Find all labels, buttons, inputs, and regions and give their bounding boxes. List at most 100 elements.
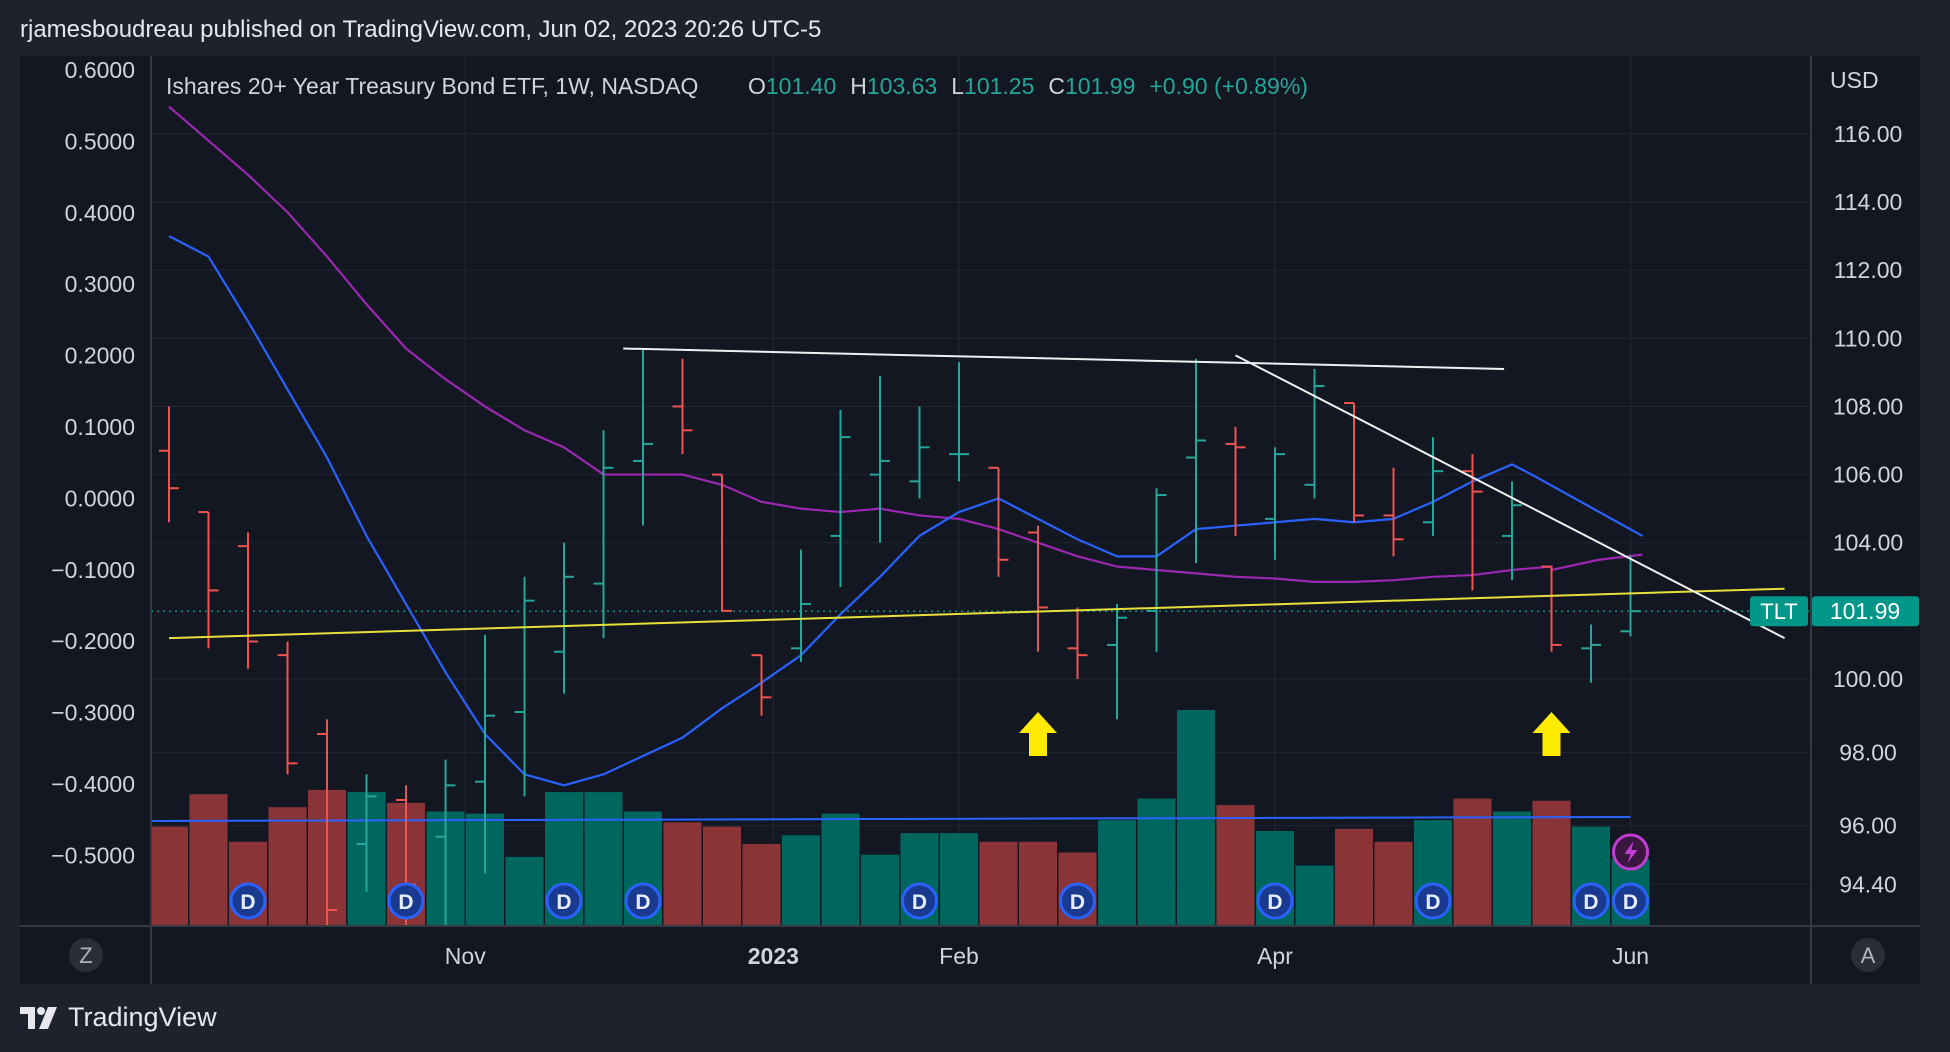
time-tick-label: 2023 bbox=[748, 943, 799, 969]
ohlc-bar bbox=[1225, 426, 1246, 536]
left-tick-label: 0.3000 bbox=[65, 271, 135, 297]
ohlc-bar bbox=[751, 654, 772, 716]
ohlc-bar bbox=[1581, 624, 1601, 683]
ohlc-bar bbox=[1067, 607, 1088, 679]
trendline bbox=[168, 587, 1785, 640]
ohlc-bar bbox=[159, 406, 179, 523]
volume-bar bbox=[861, 854, 899, 926]
volume-bar bbox=[1137, 798, 1176, 926]
ohlc-bar bbox=[633, 348, 653, 526]
right-tick-label: 104.00 bbox=[1833, 530, 1903, 556]
ohlc-bar bbox=[356, 774, 377, 892]
ohlc-bar bbox=[317, 719, 337, 926]
volume-bar bbox=[1098, 820, 1136, 926]
dividend-icon: D bbox=[624, 882, 662, 920]
volume-bar bbox=[663, 822, 702, 926]
ohlc-bar bbox=[1423, 437, 1443, 536]
ohlc-bar bbox=[1383, 467, 1404, 557]
ohlc-bar bbox=[1186, 358, 1206, 564]
publisher-line: rjamesboudreau published on TradingView.… bbox=[20, 16, 822, 43]
dividend-icon: D bbox=[1414, 882, 1452, 920]
price-tag-value bbox=[1812, 596, 1919, 627]
tradingview-logo-icon bbox=[20, 1006, 57, 1029]
time-tick-label: Apr bbox=[1257, 943, 1293, 969]
svg-text:A: A bbox=[1861, 943, 1876, 968]
ohlc-bar bbox=[593, 430, 614, 639]
auto-scale-button[interactable]: A bbox=[1851, 938, 1885, 972]
ma-slow-line bbox=[168, 105, 1643, 584]
right-tick-label: 100.00 bbox=[1833, 666, 1903, 692]
left-tick-label: 0.6000 bbox=[65, 57, 135, 83]
legend-change: +0.90 (+0.89%) bbox=[1149, 73, 1308, 99]
legend-low: 101.25 bbox=[964, 73, 1034, 99]
volume-bar bbox=[940, 833, 978, 926]
flash-event-icon bbox=[1612, 833, 1649, 871]
left-tick-label: 0.2000 bbox=[65, 343, 135, 369]
ohlc-bar bbox=[672, 358, 693, 455]
time-axis[interactable]: Nov 2023 Feb Apr Jun bbox=[445, 943, 1649, 969]
ohlc-bar bbox=[514, 576, 535, 797]
dividend-icon: D bbox=[1572, 882, 1610, 920]
volume-bar bbox=[505, 856, 544, 926]
ohlc-bar bbox=[909, 406, 930, 499]
ohlc-bar bbox=[475, 634, 495, 874]
ohlc-bar bbox=[1541, 565, 1562, 652]
left-oscillator-axis[interactable]: 0.6000 0.5000 0.4000 0.3000 0.2000 0.1000 0.00… bbox=[51, 57, 135, 868]
svg-text:D: D bbox=[635, 891, 650, 914]
ohlc-bar bbox=[1107, 604, 1127, 720]
trendline bbox=[1235, 354, 1786, 640]
trendline bbox=[623, 347, 1505, 370]
scale-reset-button[interactable]: Z bbox=[69, 938, 103, 972]
ohlc-bar bbox=[712, 473, 732, 612]
volume-bar bbox=[1493, 811, 1531, 926]
legend-close: 101.99 bbox=[1065, 73, 1135, 99]
right-price-axis[interactable]: 116.00 114.00 112.00 110.00 108.00 106.00 104.… bbox=[1833, 121, 1903, 897]
volume-bars bbox=[151, 710, 1650, 926]
ohlc-bar bbox=[198, 511, 219, 649]
ohlc-bar bbox=[277, 641, 298, 775]
left-tick-label: −0.4000 bbox=[51, 771, 135, 797]
ohlc-bar bbox=[949, 362, 969, 482]
volume-bar bbox=[1295, 865, 1334, 926]
price-tag-symbol bbox=[1750, 596, 1808, 627]
dividend-icon: D bbox=[229, 882, 267, 920]
right-tick-label: 106.00 bbox=[1833, 462, 1903, 488]
volume-bar bbox=[268, 807, 307, 926]
svg-text:D: D bbox=[912, 891, 927, 914]
trendlines[interactable] bbox=[168, 347, 1786, 640]
right-tick-label: 108.00 bbox=[1833, 393, 1903, 419]
right-tick-label: 98.00 bbox=[1839, 739, 1897, 765]
volume-bar bbox=[151, 826, 188, 926]
volume-bar bbox=[821, 813, 860, 926]
left-tick-label: −0.5000 bbox=[51, 842, 135, 868]
up-arrow-icon bbox=[1532, 712, 1571, 756]
volume-bar bbox=[1532, 800, 1571, 926]
right-tick-label: 96.00 bbox=[1839, 813, 1897, 839]
ohlc-bar bbox=[554, 542, 574, 694]
right-tick-label: 114.00 bbox=[1834, 189, 1903, 215]
dividend-icon: D bbox=[1256, 882, 1294, 920]
ohlc-bar bbox=[435, 759, 456, 926]
ohlc-bar bbox=[1620, 555, 1641, 637]
volume-bar bbox=[584, 792, 623, 926]
right-tick-label: 94.40 bbox=[1839, 871, 1897, 897]
time-tick-label: Jun bbox=[1612, 943, 1649, 969]
price-tag-value-text: 101.99 bbox=[1830, 598, 1900, 624]
volume-bar bbox=[703, 826, 741, 926]
volume-bar bbox=[979, 841, 1018, 926]
volume-bar bbox=[1374, 841, 1413, 926]
tradingview-logo[interactable]: TradingView bbox=[20, 1002, 217, 1033]
legend-symbol: Ishares 20+ Year Treasury Bond ETF, 1W, … bbox=[166, 73, 698, 99]
right-tick-label: 116.00 bbox=[1834, 121, 1903, 147]
ohlc-bars bbox=[159, 348, 1641, 926]
right-tick-label: 112.00 bbox=[1834, 257, 1903, 283]
ohlc-bar bbox=[1304, 368, 1325, 499]
left-tick-label: −0.3000 bbox=[51, 700, 135, 726]
left-tick-label: 0.4000 bbox=[65, 200, 135, 226]
ohlc-bar bbox=[988, 466, 1009, 577]
svg-text:D: D bbox=[1425, 891, 1440, 914]
right-tick-label: 110.00 bbox=[1834, 325, 1903, 351]
ohlc-bar bbox=[791, 549, 811, 662]
